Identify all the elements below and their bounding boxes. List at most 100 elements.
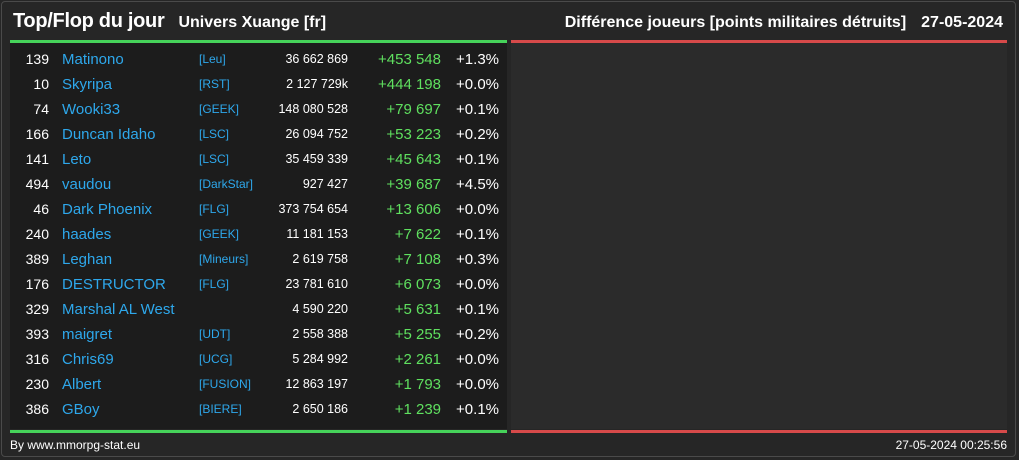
alliance-tag-link[interactable]: [GEEK] xyxy=(199,227,240,241)
alliance-tag-link[interactable]: [GEEK] xyxy=(199,102,240,116)
player-points: 2 650 186 xyxy=(292,402,348,416)
player-points: 373 754 654 xyxy=(278,202,348,216)
alliance-tag-link[interactable]: [LSC] xyxy=(199,152,230,166)
percent-change: +0.1% xyxy=(456,226,499,243)
table-row: 386 GBoy [BIERE] 2 650 186 +1 239 +0.1% xyxy=(10,397,507,422)
percent-change: +0.2% xyxy=(456,326,499,343)
bottom-divider-green xyxy=(10,430,507,433)
player-name-link[interactable]: Wooki33 xyxy=(62,101,121,118)
flop-players-panel xyxy=(511,43,1007,429)
points-difference: +13 606 xyxy=(386,201,441,218)
player-points: 35 459 339 xyxy=(285,152,348,166)
player-points: 12 863 197 xyxy=(285,377,348,391)
player-name-link[interactable]: GBoy xyxy=(62,401,100,418)
points-difference: +2 261 xyxy=(394,351,441,368)
player-rank: 166 xyxy=(25,126,49,142)
player-points: 148 080 528 xyxy=(278,102,348,116)
percent-change: +0.0% xyxy=(456,351,499,368)
table-row: 74 Wooki33 [GEEK] 148 080 528 +79 697 +0.1% xyxy=(10,97,507,122)
points-difference: +444 198 xyxy=(378,76,441,93)
alliance-tag-link[interactable]: [RST] xyxy=(199,77,230,91)
table-row: 393 maigret [UDT] 2 558 388 +5 255 +0.2% xyxy=(10,322,507,347)
player-rank: 494 xyxy=(25,176,49,192)
player-points: 2 619 758 xyxy=(292,252,348,266)
top-players-panel: 139 Matinono [Leu] 36 662 869 +453 548 +1.3% 1… xyxy=(10,43,507,429)
percent-change: +1.3% xyxy=(456,51,499,68)
player-name-link[interactable]: maigret xyxy=(62,326,113,343)
table-row: 46 Dark Phoenix [FLG] 373 754 654 +13 606 +0.… xyxy=(10,197,507,222)
points-difference: +79 697 xyxy=(386,101,441,118)
page-title: Top/Flop du jour xyxy=(13,10,165,32)
alliance-tag-link[interactable]: [Leu] xyxy=(199,52,226,66)
footer-timestamp: 27-05-2024 00:25:56 xyxy=(895,438,1007,452)
player-rank: 386 xyxy=(25,401,49,417)
table-row: 166 Duncan Idaho [LSC] 26 094 752 +53 223 +0.… xyxy=(10,122,507,147)
percent-change: +0.1% xyxy=(456,101,499,118)
points-difference: +1 793 xyxy=(394,376,441,393)
player-points: 4 590 220 xyxy=(292,302,348,316)
player-name-link[interactable]: Leghan xyxy=(62,251,113,268)
header-date: 27-05-2024 xyxy=(921,14,1003,31)
player-points: 2 127 729k xyxy=(286,77,348,91)
points-difference: +6 073 xyxy=(394,276,441,293)
player-name-link[interactable]: Leto xyxy=(62,151,92,168)
table-row: 316 Chris69 [UCG] 5 284 992 +2 261 +0.0% xyxy=(10,347,507,372)
player-name-link[interactable]: haades xyxy=(62,226,112,243)
player-rank: 139 xyxy=(25,51,49,67)
player-name-link[interactable]: vaudou xyxy=(62,176,112,193)
alliance-tag-link[interactable]: [Mineurs] xyxy=(199,252,249,266)
player-rank: 393 xyxy=(25,326,49,342)
player-name-link[interactable]: Marshal AL West xyxy=(62,301,175,318)
table-row: 329 Marshal AL West 4 590 220 +5 631 +0.1% xyxy=(10,297,507,322)
alliance-tag-link[interactable]: [FLG] xyxy=(199,202,230,216)
alliance-tag-link[interactable]: [FLG] xyxy=(199,277,230,291)
player-name-link[interactable]: Duncan Idaho xyxy=(62,126,156,143)
alliance-tag-link[interactable]: [LSC] xyxy=(199,127,230,141)
footer-credit[interactable]: By www.mmorpg-stat.eu xyxy=(10,438,141,452)
player-points: 5 284 992 xyxy=(292,352,348,366)
player-name-link[interactable]: DESTRUCTOR xyxy=(62,276,166,293)
alliance-tag-link[interactable]: [UCG] xyxy=(199,352,233,366)
points-difference: +5 631 xyxy=(394,301,441,318)
table-row: 230 Albert [FUSION] 12 863 197 +1 793 +0.0% xyxy=(10,372,507,397)
table-row: 240 haades [GEEK] 11 181 153 +7 622 +0.1% xyxy=(10,222,507,247)
top-divider-green xyxy=(10,40,507,43)
table-row: 141 Leto [LSC] 35 459 339 +45 643 +0.1% xyxy=(10,147,507,172)
percent-change: +0.0% xyxy=(456,76,499,93)
player-rank: 316 xyxy=(25,351,49,367)
percent-change: +0.0% xyxy=(456,376,499,393)
player-points: 23 781 610 xyxy=(285,277,348,291)
bottom-divider-red xyxy=(511,430,1007,433)
player-name-link[interactable]: Albert xyxy=(62,376,102,393)
points-difference: +53 223 xyxy=(386,126,441,143)
player-points: 2 558 388 xyxy=(292,327,348,341)
player-rank: 74 xyxy=(33,101,49,117)
player-name-link[interactable]: Chris69 xyxy=(62,351,114,368)
player-points: 11 181 153 xyxy=(286,227,348,241)
metric-label: Différence joueurs [points militaires dé… xyxy=(564,14,907,31)
player-points: 36 662 869 xyxy=(285,52,348,66)
player-rank: 329 xyxy=(25,301,49,317)
player-rank: 389 xyxy=(25,251,49,267)
player-rank: 141 xyxy=(25,151,49,167)
player-rank: 176 xyxy=(25,276,49,292)
universe-label: Univers Xuange [fr] xyxy=(178,14,327,31)
percent-change: +0.1% xyxy=(456,301,499,318)
player-name-link[interactable]: Dark Phoenix xyxy=(62,201,153,218)
percent-change: +0.1% xyxy=(456,151,499,168)
points-difference: +45 643 xyxy=(386,151,441,168)
header-right: Différence joueurs [points militaires dé… xyxy=(565,14,1003,32)
alliance-tag-link[interactable]: [BIERE] xyxy=(199,402,242,416)
alliance-tag-link[interactable]: [FUSION] xyxy=(199,377,252,391)
points-difference: +7 622 xyxy=(394,226,441,243)
player-name-link[interactable]: Matinono xyxy=(62,51,124,68)
player-name-link[interactable]: Skyripa xyxy=(62,76,113,93)
table-row: 494 vaudou [DarkStar] 927 427 +39 687 +4.5% xyxy=(10,172,507,197)
alliance-tag-link[interactable]: [UDT] xyxy=(199,327,231,341)
percent-change: +0.3% xyxy=(456,251,499,268)
points-difference: +7 108 xyxy=(394,251,441,268)
alliance-tag-link[interactable]: [DarkStar] xyxy=(199,177,254,191)
table-row: 389 Leghan [Mineurs] 2 619 758 +7 108 +0.3% xyxy=(10,247,507,272)
points-difference: +453 548 xyxy=(378,51,441,68)
table-row: 139 Matinono [Leu] 36 662 869 +453 548 +1.3% xyxy=(10,47,507,72)
